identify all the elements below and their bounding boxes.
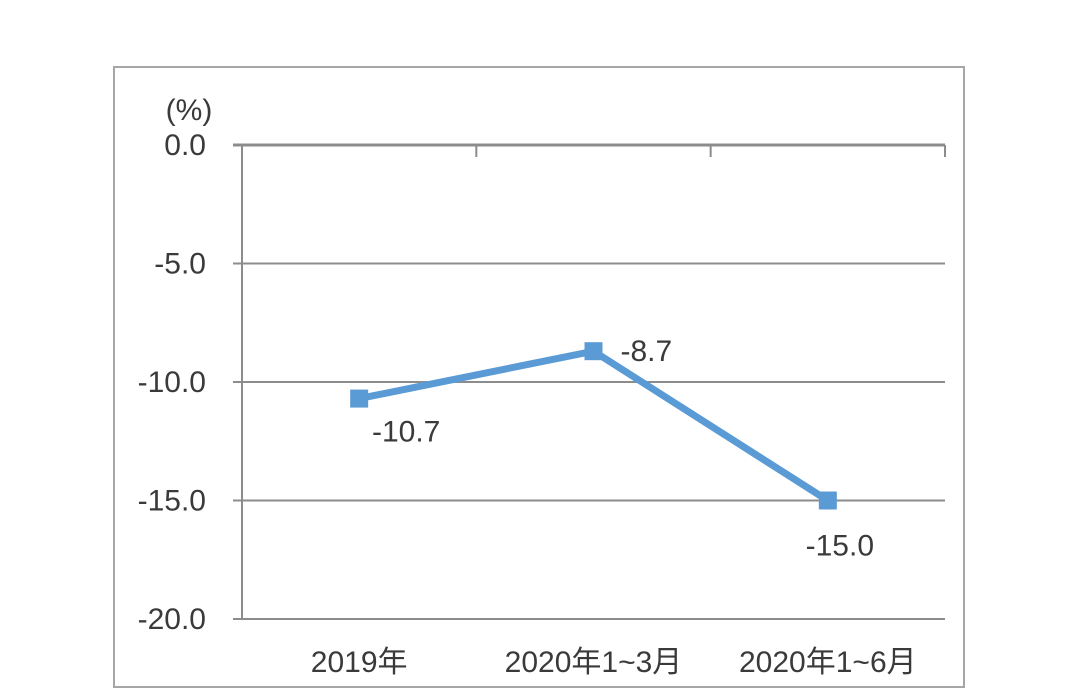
y-tick-label: -10.0 <box>138 366 206 399</box>
data-label: -8.7 <box>621 335 673 368</box>
y-tick-label: 0.0 <box>164 129 206 162</box>
data-point-marker <box>584 342 603 361</box>
x-axis-label: 2019年 <box>311 646 408 679</box>
data-point-marker <box>350 389 369 408</box>
data-point-marker <box>818 491 837 510</box>
line-chart-svg: (%) 0.0 -5.0 -10.0 -15.0 -20.0 -10.7 -8.7 -15.0… <box>138 94 946 679</box>
chart-frame: (%) 0.0 -5.0 -10.0 -15.0 -20.0 -10.7 -8.7 -15.0… <box>113 66 965 688</box>
y-tick-label: -5.0 <box>154 248 206 281</box>
y-tick-label: -20.0 <box>138 603 206 636</box>
y-axis-unit-label: (%) <box>166 94 213 127</box>
x-axis-label: 2020年1~6月 <box>739 646 917 679</box>
x-axis-label: 2020年1~3月 <box>505 646 683 679</box>
data-label: -10.7 <box>372 416 440 449</box>
y-tick-label: -15.0 <box>138 485 206 518</box>
data-label: -15.0 <box>806 530 874 563</box>
